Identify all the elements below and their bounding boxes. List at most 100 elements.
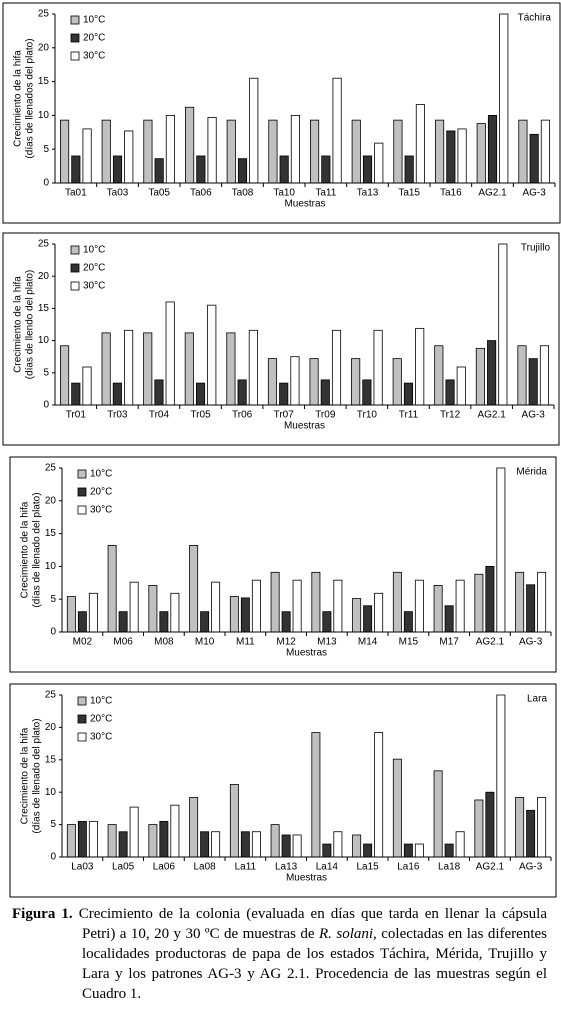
legend-swatch <box>70 33 80 43</box>
bar <box>331 329 342 406</box>
bar <box>101 119 111 184</box>
legend-swatch <box>70 245 80 255</box>
bar <box>170 804 180 858</box>
bar <box>499 13 509 184</box>
bar <box>455 579 465 633</box>
legend-swatch <box>70 51 80 61</box>
chart-panel: 0 5 10 15 20 25 Ta01 Ta03 Ta05 Ta06 Ta08 Ta10 Ta11 Ta… <box>2 2 561 224</box>
bar <box>363 605 373 633</box>
legend-swatch <box>70 15 80 25</box>
y-tick-label: 15 <box>45 754 57 765</box>
bar <box>226 119 236 184</box>
bar <box>475 347 485 406</box>
legend-label: 20°C <box>90 487 112 498</box>
bar <box>540 119 550 184</box>
bar <box>352 598 362 633</box>
y-tick-label: 10 <box>38 335 50 346</box>
y-tick-label: 15 <box>38 303 50 314</box>
x-tick-label: AG-3 <box>522 410 546 421</box>
bar <box>82 366 92 406</box>
bar <box>196 155 206 184</box>
x-tick-label: Tr04 <box>149 410 170 421</box>
x-tick-label: Ta03 <box>107 188 129 199</box>
bar <box>124 329 134 406</box>
panel-border <box>2 232 560 446</box>
y-tick-label: 15 <box>38 76 50 87</box>
legend-label: 10°C <box>90 696 112 707</box>
y-axis-label: Crecimiento de la hifa <box>13 50 24 147</box>
panel-border <box>2 2 561 224</box>
legend-swatch <box>77 469 87 479</box>
bar <box>195 382 206 406</box>
bar <box>207 304 217 406</box>
bar <box>403 843 413 858</box>
legend-label: 10°C <box>83 15 105 26</box>
bar <box>333 579 343 633</box>
x-axis-label: Muestras <box>286 648 327 659</box>
bar <box>515 571 525 633</box>
bar <box>101 332 111 406</box>
bar <box>392 758 402 858</box>
x-tick-label: Tr12 <box>440 410 461 421</box>
bar <box>444 605 454 633</box>
bar <box>526 809 536 858</box>
x-tick-label: AG2.1 <box>477 410 506 421</box>
bar <box>362 155 373 184</box>
x-tick-label: Ta16 <box>440 188 462 199</box>
x-tick-label: M10 <box>195 637 215 648</box>
y-tick-label: 20 <box>38 271 50 282</box>
bar <box>485 791 495 858</box>
bar <box>487 340 497 406</box>
bar <box>414 843 424 858</box>
bar <box>322 843 332 858</box>
legend-label: 10°C <box>90 469 112 480</box>
chart-title: Lara <box>527 694 547 705</box>
bar <box>310 119 320 184</box>
x-axis-label: Muestras <box>284 199 325 210</box>
bar <box>124 130 134 184</box>
bar <box>207 117 217 184</box>
x-tick-label: Tr10 <box>357 410 378 421</box>
bar <box>529 133 539 184</box>
x-tick-label: La13 <box>275 862 298 873</box>
bar <box>267 358 278 406</box>
bar <box>112 382 122 406</box>
legend-label: 30°C <box>83 51 105 62</box>
bar <box>77 820 87 858</box>
legend-swatch <box>77 487 87 497</box>
bar <box>143 119 153 184</box>
bar <box>404 155 414 184</box>
bar <box>496 694 506 858</box>
bar <box>433 585 443 633</box>
bar <box>118 611 128 633</box>
x-tick-label: M06 <box>113 637 133 648</box>
bar <box>165 301 175 406</box>
x-tick-label: Tr03 <box>107 410 128 421</box>
bar <box>251 579 261 633</box>
y-tick-label: 10 <box>38 110 50 121</box>
y-tick-label: 25 <box>45 463 57 474</box>
y-axis-label: (días de llendo del plato) <box>25 270 36 380</box>
bar <box>270 571 280 633</box>
x-tick-label: Tr11 <box>399 410 419 421</box>
bar <box>211 831 221 858</box>
bar <box>184 332 194 406</box>
y-tick-label: 25 <box>38 239 50 250</box>
bar <box>60 119 70 184</box>
bar <box>77 611 87 633</box>
bar <box>279 155 289 184</box>
bar <box>292 579 302 633</box>
bar <box>249 77 259 184</box>
x-tick-label: La15 <box>357 862 380 873</box>
x-tick-label: AG-3 <box>519 637 543 648</box>
x-tick-label: Tr09 <box>315 410 336 421</box>
x-tick-label: Tr06 <box>232 410 253 421</box>
x-tick-label: M11 <box>236 637 255 648</box>
bar <box>351 119 361 184</box>
chart-title: Trujillo <box>521 243 551 254</box>
bar <box>414 579 424 633</box>
chart-title: Táchira <box>518 13 552 24</box>
bar <box>268 119 278 184</box>
bar <box>290 115 300 184</box>
